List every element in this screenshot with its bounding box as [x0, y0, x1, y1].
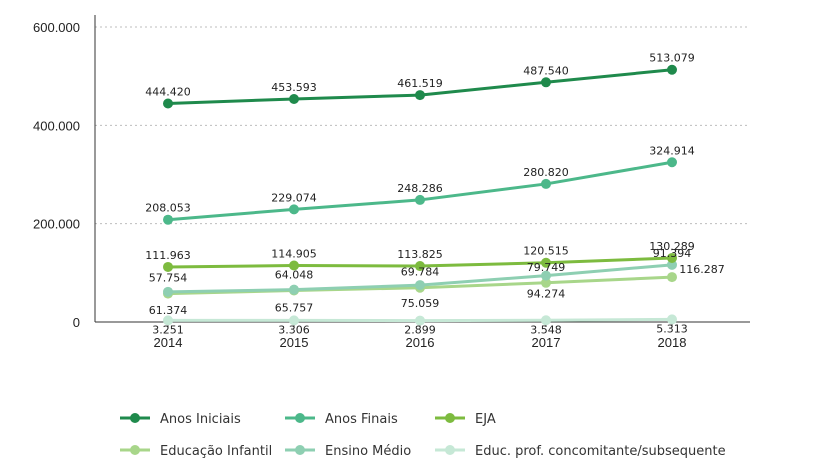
data-point [667, 64, 677, 75]
legend: Anos Iniciais Anos Finais EJA Educação Infa… [120, 412, 726, 459]
legend-label: Ensino Médio [325, 444, 411, 459]
data-point [289, 204, 299, 215]
data-label: 69.784 [401, 266, 440, 279]
legend-label: Educação Infantil [160, 444, 272, 459]
legend-label: EJA [475, 412, 496, 427]
legend-swatch-marker [130, 413, 140, 423]
data-point [289, 260, 299, 271]
data-point [541, 257, 551, 268]
data-label: 57.754 [149, 272, 188, 285]
data-point [667, 157, 677, 168]
y-tick-label: 400.000 [33, 118, 80, 133]
legend-swatch-marker [445, 445, 455, 455]
legend-label: Anos Finais [325, 412, 398, 427]
legend-swatch-marker [445, 413, 455, 423]
data-label: 65.757 [275, 302, 314, 315]
data-point [541, 178, 551, 189]
data-point [163, 286, 173, 297]
data-label: 79.749 [527, 261, 566, 274]
data-point [289, 284, 299, 295]
legend-label: Anos Iniciais [160, 412, 241, 427]
data-point [541, 270, 551, 281]
gridlines [95, 26, 750, 225]
data-label: 208.053 [145, 202, 191, 215]
data-label: 113.825 [397, 248, 443, 261]
data-point [289, 93, 299, 104]
data-point [415, 315, 425, 326]
x-tick-label: 2017 [532, 335, 561, 350]
data-label: 487.540 [523, 64, 569, 77]
data-label: 116.287 [679, 263, 725, 276]
legend-swatch-marker [295, 445, 305, 455]
data-label: 280.820 [523, 166, 569, 179]
legend-label: Educ. prof. concomitante/subsequente [475, 444, 726, 459]
data-label: 513.079 [649, 52, 695, 65]
data-label: 3.251 [152, 323, 184, 336]
data-label: 229.074 [271, 191, 317, 204]
legend-item: Educ. prof. concomitante/subsequente [435, 444, 726, 459]
x-tick-label: 2018 [658, 335, 687, 350]
x-tick-label: 2015 [280, 335, 309, 350]
data-point [541, 77, 551, 88]
data-label: 114.905 [271, 248, 317, 261]
data-labels: 444.420 453.593 461.519 487.540 513.079 208.0… [145, 52, 725, 337]
data-label: 61.374 [149, 304, 188, 317]
data-label: 453.593 [271, 81, 317, 94]
data-label: 461.519 [397, 77, 443, 90]
data-point [163, 315, 173, 326]
data-label: 91.394 [653, 247, 692, 260]
data-point [289, 315, 299, 326]
data-point [163, 261, 173, 272]
y-tick-label: 0 [73, 315, 80, 330]
data-point [415, 261, 425, 272]
data-point [541, 277, 551, 288]
y-tick-label: 200.000 [33, 217, 80, 232]
x-axis-ticks: 2014 2015 2016 2017 2018 [154, 322, 687, 350]
legend-item: Educação Infantil [120, 444, 272, 459]
data-label: 120.515 [523, 245, 569, 258]
data-point [163, 98, 173, 109]
legend-item: Anos Iniciais [120, 412, 241, 427]
legend-item: Ensino Médio [285, 444, 411, 459]
data-point [667, 252, 677, 263]
y-axis-ticks: 0 200.000 400.000 600.000 [33, 20, 80, 330]
data-point [667, 272, 677, 283]
data-label: 3.548 [530, 323, 562, 336]
legend-item: Anos Finais [285, 412, 398, 427]
legend-swatch-marker [295, 413, 305, 423]
data-label: 130.289 [649, 240, 695, 253]
data-label: 5.313 [656, 322, 688, 335]
data-label: 111.963 [145, 249, 191, 262]
data-point [541, 315, 551, 326]
data-point [667, 314, 677, 325]
data-label: 64.048 [275, 269, 314, 282]
series-lines [163, 64, 677, 326]
legend-item: EJA [435, 412, 496, 427]
data-label: 3.306 [278, 323, 310, 336]
x-tick-label: 2014 [154, 335, 183, 350]
data-point [415, 280, 425, 291]
data-point [163, 214, 173, 225]
data-label: 2.899 [404, 324, 436, 337]
data-label: 75.059 [401, 297, 440, 310]
data-label: 248.286 [397, 182, 443, 195]
data-label: 444.420 [145, 85, 191, 98]
data-point [415, 90, 425, 101]
data-point [667, 259, 677, 270]
data-label: 324.914 [649, 144, 695, 157]
legend-swatch-marker [130, 445, 140, 455]
x-tick-label: 2016 [406, 335, 435, 350]
data-label: 94.274 [527, 288, 566, 301]
y-tick-label: 600.000 [33, 20, 80, 35]
data-point [415, 194, 425, 205]
